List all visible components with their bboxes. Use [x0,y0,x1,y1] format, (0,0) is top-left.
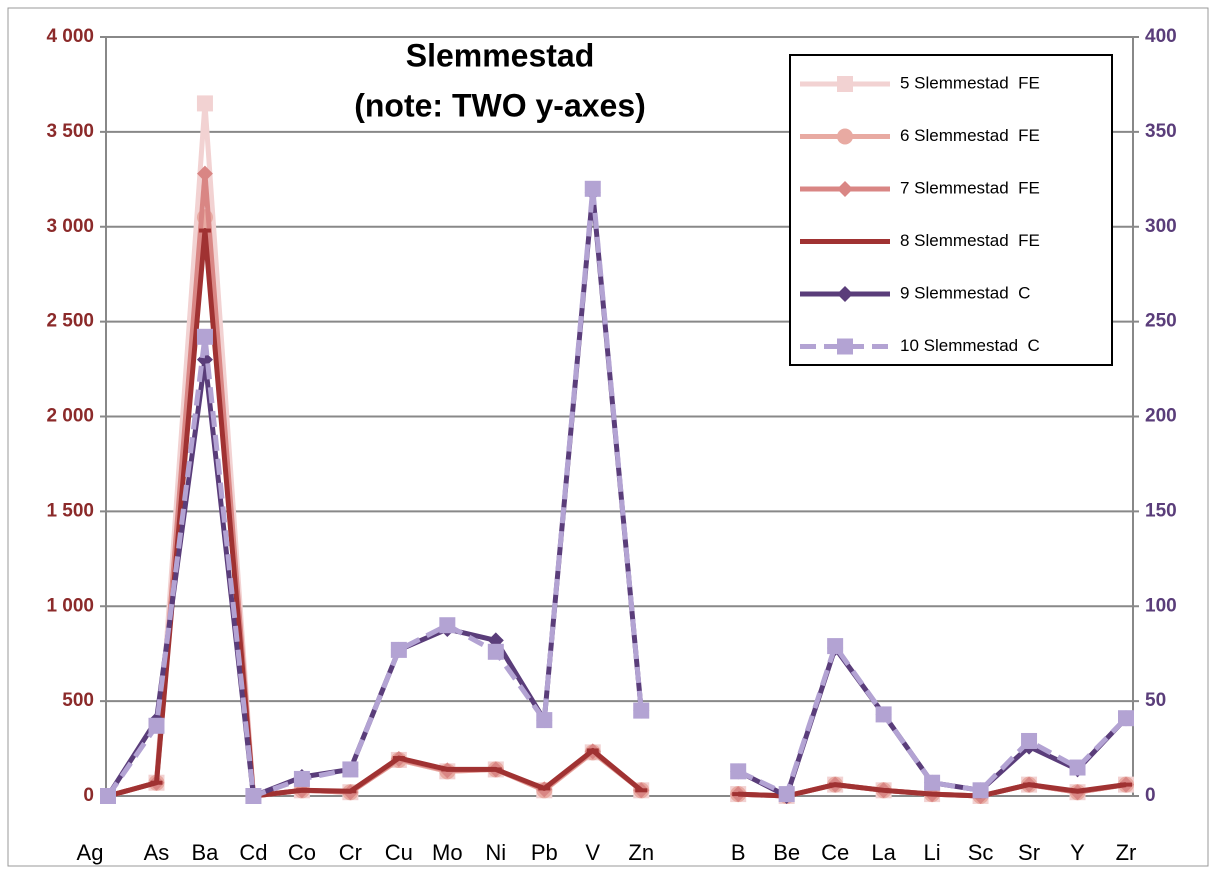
y-tick-label: 0 [83,785,94,806]
series-marker [1118,710,1134,727]
series-marker [1120,782,1132,787]
y2-tick-label: 300 [1145,216,1177,237]
series-marker [827,638,844,655]
x-tick-label: Pb [531,840,558,865]
y-tick-label: 1 500 [46,500,94,521]
x-tick-label: Co [288,840,316,865]
x-tick-label: Mo [432,840,463,865]
chart-subtitle: (note: TWO y-axes) [354,87,646,123]
legend-marker [837,76,853,92]
series-line [737,643,1128,797]
x-tick-label: Sc [968,840,994,865]
y2-tick-label: 0 [1145,785,1156,806]
series-marker [295,788,308,793]
series-marker [150,780,163,785]
series-marker [196,165,213,182]
series-marker [1071,789,1084,794]
series-marker [196,328,213,345]
series-marker [1021,732,1038,749]
series-marker [586,748,599,753]
y2-tick-label: 400 [1145,26,1177,47]
series-marker [441,767,454,772]
x-tick-label: B [731,840,746,865]
legend-marker [837,286,853,302]
series-line [105,186,644,799]
y-tick-label: 2 000 [46,406,94,427]
y2-tick-label: 200 [1145,406,1177,427]
series-line [107,228,643,799]
series-marker [1023,782,1036,787]
x-tick-label: As [144,840,170,865]
series-marker [100,788,116,804]
series-marker [293,770,310,787]
x-tick-label: Sr [1018,840,1040,865]
x-tick-label: Cd [239,840,267,865]
series-marker [778,786,795,803]
series-marker [1069,759,1086,776]
x-tick-label: Y [1070,840,1085,865]
legend-label: 9 Slemmestad C [900,283,1030,302]
x-tick-label: Cu [385,840,413,865]
y-tick-label: 3 500 [46,121,94,142]
x-tick-label: Li [924,840,941,865]
series-marker [538,786,551,791]
series-marker [926,792,939,797]
series-marker [877,788,890,793]
legend-marker [839,239,851,244]
series-marker [732,792,745,797]
x-tick-label: Zn [628,840,654,865]
y-tick-label: 3 000 [46,216,94,237]
series-marker [635,788,648,793]
x-tick-label: Ce [821,840,849,865]
y-tick-label: 500 [62,690,94,711]
x-tick-label: Zr [1116,840,1137,865]
series-marker [344,789,357,794]
legend-marker [837,338,853,355]
legend-marker [837,128,853,145]
y-tick-label: 4 000 [46,26,94,47]
y2-tick-label: 150 [1145,500,1177,521]
y-tick-label: 1 000 [46,595,94,616]
series-marker [148,717,165,734]
legend-label: 8 Slemmestad FE [900,231,1040,250]
legend-box [789,54,1113,366]
legend-label: 6 Slemmestad FE [900,126,1040,145]
series-marker [829,782,842,787]
series-marker [489,767,502,772]
y2-tick-label: 50 [1145,690,1166,711]
x-tick-label: Ba [191,840,219,865]
series-marker [245,788,262,804]
y-tick-label: 2 500 [46,311,94,332]
series-marker [584,180,601,197]
series-marker [439,617,456,634]
legend-label: 7 Slemmestad FE [900,178,1040,197]
series-marker [730,763,747,780]
legend-label: 5 Slemmestad FE [900,73,1040,92]
chart-title: Slemmestad [406,37,595,73]
x-tick-label: Ag [77,840,104,865]
y2-tick-label: 250 [1145,311,1177,332]
x-tick-label: Ni [485,840,506,865]
series-marker [633,702,650,719]
series-marker [536,712,553,729]
x-tick-label: Be [773,840,800,865]
series-marker [198,228,211,233]
series-marker [342,761,359,778]
x-tick-label: La [871,840,896,865]
series-marker [487,643,504,660]
series-marker [972,782,989,799]
legend-label: 10 Slemmestad C [900,336,1040,355]
series-marker [924,774,941,791]
series-marker [390,641,407,658]
series-marker [392,756,405,761]
series-marker [875,706,892,723]
x-tick-label: V [585,840,600,865]
legend-marker [837,181,853,197]
y2-tick-label: 100 [1145,595,1177,616]
x-tick-label: Cr [339,840,362,865]
y2-tick-label: 350 [1145,121,1177,142]
series-marker [196,95,213,112]
